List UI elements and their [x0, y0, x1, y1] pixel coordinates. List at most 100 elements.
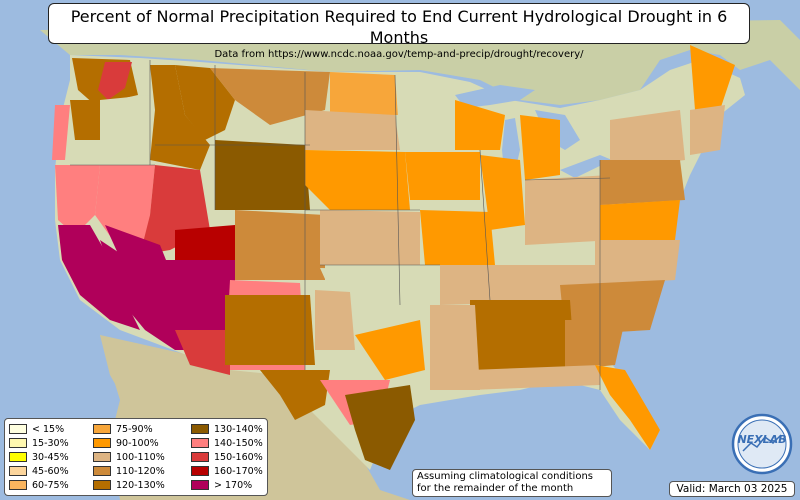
legend-swatch	[93, 438, 111, 448]
legend-item: 160-170%	[191, 464, 271, 478]
illinois	[480, 155, 525, 230]
or-coast	[52, 105, 70, 160]
nexlab-logo: NEXLAB	[731, 413, 793, 475]
legend-item: 150-160%	[191, 450, 271, 464]
legend-item: 100-110%	[93, 450, 191, 464]
wa-east	[98, 62, 132, 100]
new-mexico-south	[175, 330, 230, 375]
ca-south	[100, 240, 150, 330]
legend-label: 75-90%	[116, 423, 153, 435]
arkansas-kentucky	[440, 265, 600, 305]
legend-label: < 15%	[32, 423, 65, 435]
missouri	[420, 210, 495, 265]
pennsylvania	[600, 160, 685, 205]
ca-central	[58, 225, 140, 330]
legend-item: 30-45%	[9, 450, 93, 464]
arizona	[145, 260, 235, 350]
florida	[595, 365, 660, 450]
wisconsin	[455, 100, 505, 150]
legend-item: < 15%	[9, 422, 93, 436]
georgia	[565, 320, 625, 370]
legend-swatch	[9, 452, 27, 462]
nevada	[95, 165, 155, 260]
legend-label: 90-100%	[116, 437, 159, 449]
legend-label: 140-150%	[214, 437, 263, 449]
south-dakota	[305, 110, 400, 150]
iowa	[405, 152, 480, 200]
legend-label: 45-60%	[32, 465, 69, 477]
legend-item: 60-75%	[9, 478, 93, 492]
note-line-2: for the remainder of the month	[417, 483, 574, 494]
legend-swatch	[191, 438, 209, 448]
minnesota	[395, 75, 455, 145]
legend-item: 110-120%	[93, 464, 191, 478]
legend-item: 140-150%	[191, 436, 271, 450]
state-borders	[70, 60, 611, 390]
legend-label: 15-30%	[32, 437, 69, 449]
legend-label: > 170%	[214, 479, 253, 491]
maine	[690, 45, 735, 110]
wyoming	[215, 140, 310, 210]
valid-date: Valid: March 03 2025	[669, 481, 795, 497]
legend-item: 90-100%	[93, 436, 191, 450]
montana-east	[210, 68, 330, 125]
lake-superior	[455, 85, 535, 108]
legend-swatch	[9, 424, 27, 434]
kansas	[320, 210, 420, 265]
mid-atlantic	[600, 200, 680, 245]
legend-swatch	[191, 452, 209, 462]
utah-east	[175, 225, 235, 270]
legend-label: 30-45%	[32, 451, 69, 463]
legend: < 15% 15-30% 30-45% 45-60% 60-75% 75-90% 90-10…	[4, 418, 268, 496]
deep-south	[470, 300, 575, 375]
montana-west	[175, 65, 235, 140]
map-title: Percent of Normal Precipitation Required…	[70, 7, 728, 47]
legend-label: 130-140%	[214, 423, 263, 435]
north-dakota	[330, 72, 400, 115]
legend-label: 100-110%	[116, 451, 165, 463]
legend-swatch	[191, 424, 209, 434]
legend-swatch	[9, 466, 27, 476]
louisiana	[430, 305, 480, 390]
map-subtitle: Data from https://www.ncdc.noaa.gov/temp…	[214, 49, 584, 60]
legend-swatch	[93, 424, 111, 434]
legend-label: 60-75%	[32, 479, 69, 491]
texas-central	[355, 320, 425, 380]
texas-gulf	[345, 385, 415, 470]
title-box: Percent of Normal Precipitation Required…	[48, 3, 750, 60]
legend-swatch	[93, 452, 111, 462]
legend-item: 130-140%	[191, 422, 271, 436]
legend-label: 110-120%	[116, 465, 165, 477]
lake-erie	[560, 155, 612, 178]
virginia	[595, 240, 680, 285]
texas-west	[260, 370, 330, 420]
nebraska	[305, 150, 410, 210]
legend-label: 120-130%	[116, 479, 165, 491]
nm-east	[225, 295, 315, 365]
texas-panhandle	[315, 290, 355, 350]
indiana-ohio	[525, 175, 615, 245]
or-west	[70, 100, 105, 140]
legend-item: 45-60%	[9, 464, 93, 478]
legend-swatch	[191, 480, 209, 490]
legend-item: 15-30%	[9, 436, 93, 450]
ca-north	[55, 165, 100, 235]
gulf-coast	[470, 365, 600, 390]
legend-swatch	[191, 466, 209, 476]
assumption-note: Assuming climatological conditions for t…	[412, 469, 612, 497]
new-england	[690, 105, 725, 155]
or-east	[100, 95, 155, 160]
legend-label: 160-170%	[214, 465, 263, 477]
legend-swatch	[93, 480, 111, 490]
michigan	[520, 115, 560, 180]
legend-item: > 170%	[191, 478, 271, 492]
legend-item: 75-90%	[93, 422, 191, 436]
logo-text: NEXLAB	[737, 433, 786, 446]
note-line-1: Assuming climatological conditions	[417, 471, 593, 482]
legend-swatch	[93, 466, 111, 476]
idaho	[150, 65, 210, 170]
legend-label: 150-160%	[214, 451, 263, 463]
legend-swatch	[9, 480, 27, 490]
new-york	[610, 110, 685, 170]
legend-item: 120-130%	[93, 478, 191, 492]
